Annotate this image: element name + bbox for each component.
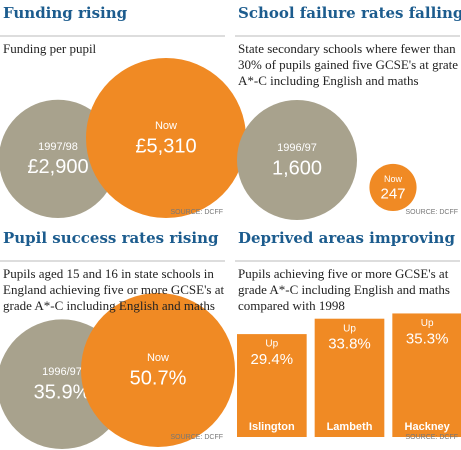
bar-category: Lambeth bbox=[327, 421, 373, 433]
bar-up-label: Up bbox=[265, 339, 278, 350]
bubble-value: 247 bbox=[380, 185, 405, 202]
bar-category: Hackney bbox=[405, 421, 451, 433]
bubble-category: Now bbox=[384, 174, 403, 184]
bubble bbox=[369, 163, 417, 211]
bar-value: 29.4% bbox=[251, 351, 294, 368]
panel-title: Deprived areas improving bbox=[238, 229, 455, 247]
bar-up-label: Up bbox=[421, 318, 434, 329]
bar bbox=[237, 334, 307, 437]
panel-subtitle: State secondary schools where fewer than… bbox=[238, 41, 459, 88]
bubble bbox=[86, 58, 246, 218]
source: SOURCE: DCFF bbox=[171, 434, 224, 441]
panel-subtitle: Funding per pupil bbox=[3, 41, 97, 56]
bar-category: Islington bbox=[249, 421, 295, 433]
panel-title: School failure rates falling bbox=[238, 4, 461, 22]
panel-subtitle: Pupils aged 15 and 16 in state schools i… bbox=[3, 266, 225, 313]
source: SOURCE: DCFF bbox=[406, 209, 459, 216]
bubble-category: Now bbox=[147, 352, 169, 364]
bar-up-label: Up bbox=[343, 323, 356, 334]
bar bbox=[314, 318, 385, 437]
panel-title: Pupil success rates rising bbox=[3, 229, 219, 247]
panel-title: Funding rising bbox=[3, 4, 128, 22]
bubble-value: 1,600 bbox=[272, 157, 322, 179]
bubble-value: 35.9% bbox=[34, 381, 91, 403]
bar-value: 33.8% bbox=[328, 336, 371, 353]
bubble-value: £2,900 bbox=[27, 156, 88, 178]
bubble-value: £5,310 bbox=[135, 135, 196, 157]
bar-value: 35.3% bbox=[406, 330, 449, 347]
bubble bbox=[237, 100, 357, 220]
bubble-category: 1996/97 bbox=[42, 366, 82, 378]
bubble-category: Now bbox=[155, 120, 177, 132]
bubble bbox=[81, 293, 235, 447]
bubble-category: 1996/97 bbox=[277, 142, 317, 154]
panel-subtitle: Pupils achieving five or more GCSE's at … bbox=[238, 266, 450, 313]
bubble-value: 50.7% bbox=[130, 367, 187, 389]
bar bbox=[392, 313, 461, 437]
bubble-category: 1997/98 bbox=[38, 141, 78, 153]
source: SOURCE: DCFF bbox=[171, 209, 224, 216]
source: SOURCE: DCFF bbox=[406, 434, 459, 441]
